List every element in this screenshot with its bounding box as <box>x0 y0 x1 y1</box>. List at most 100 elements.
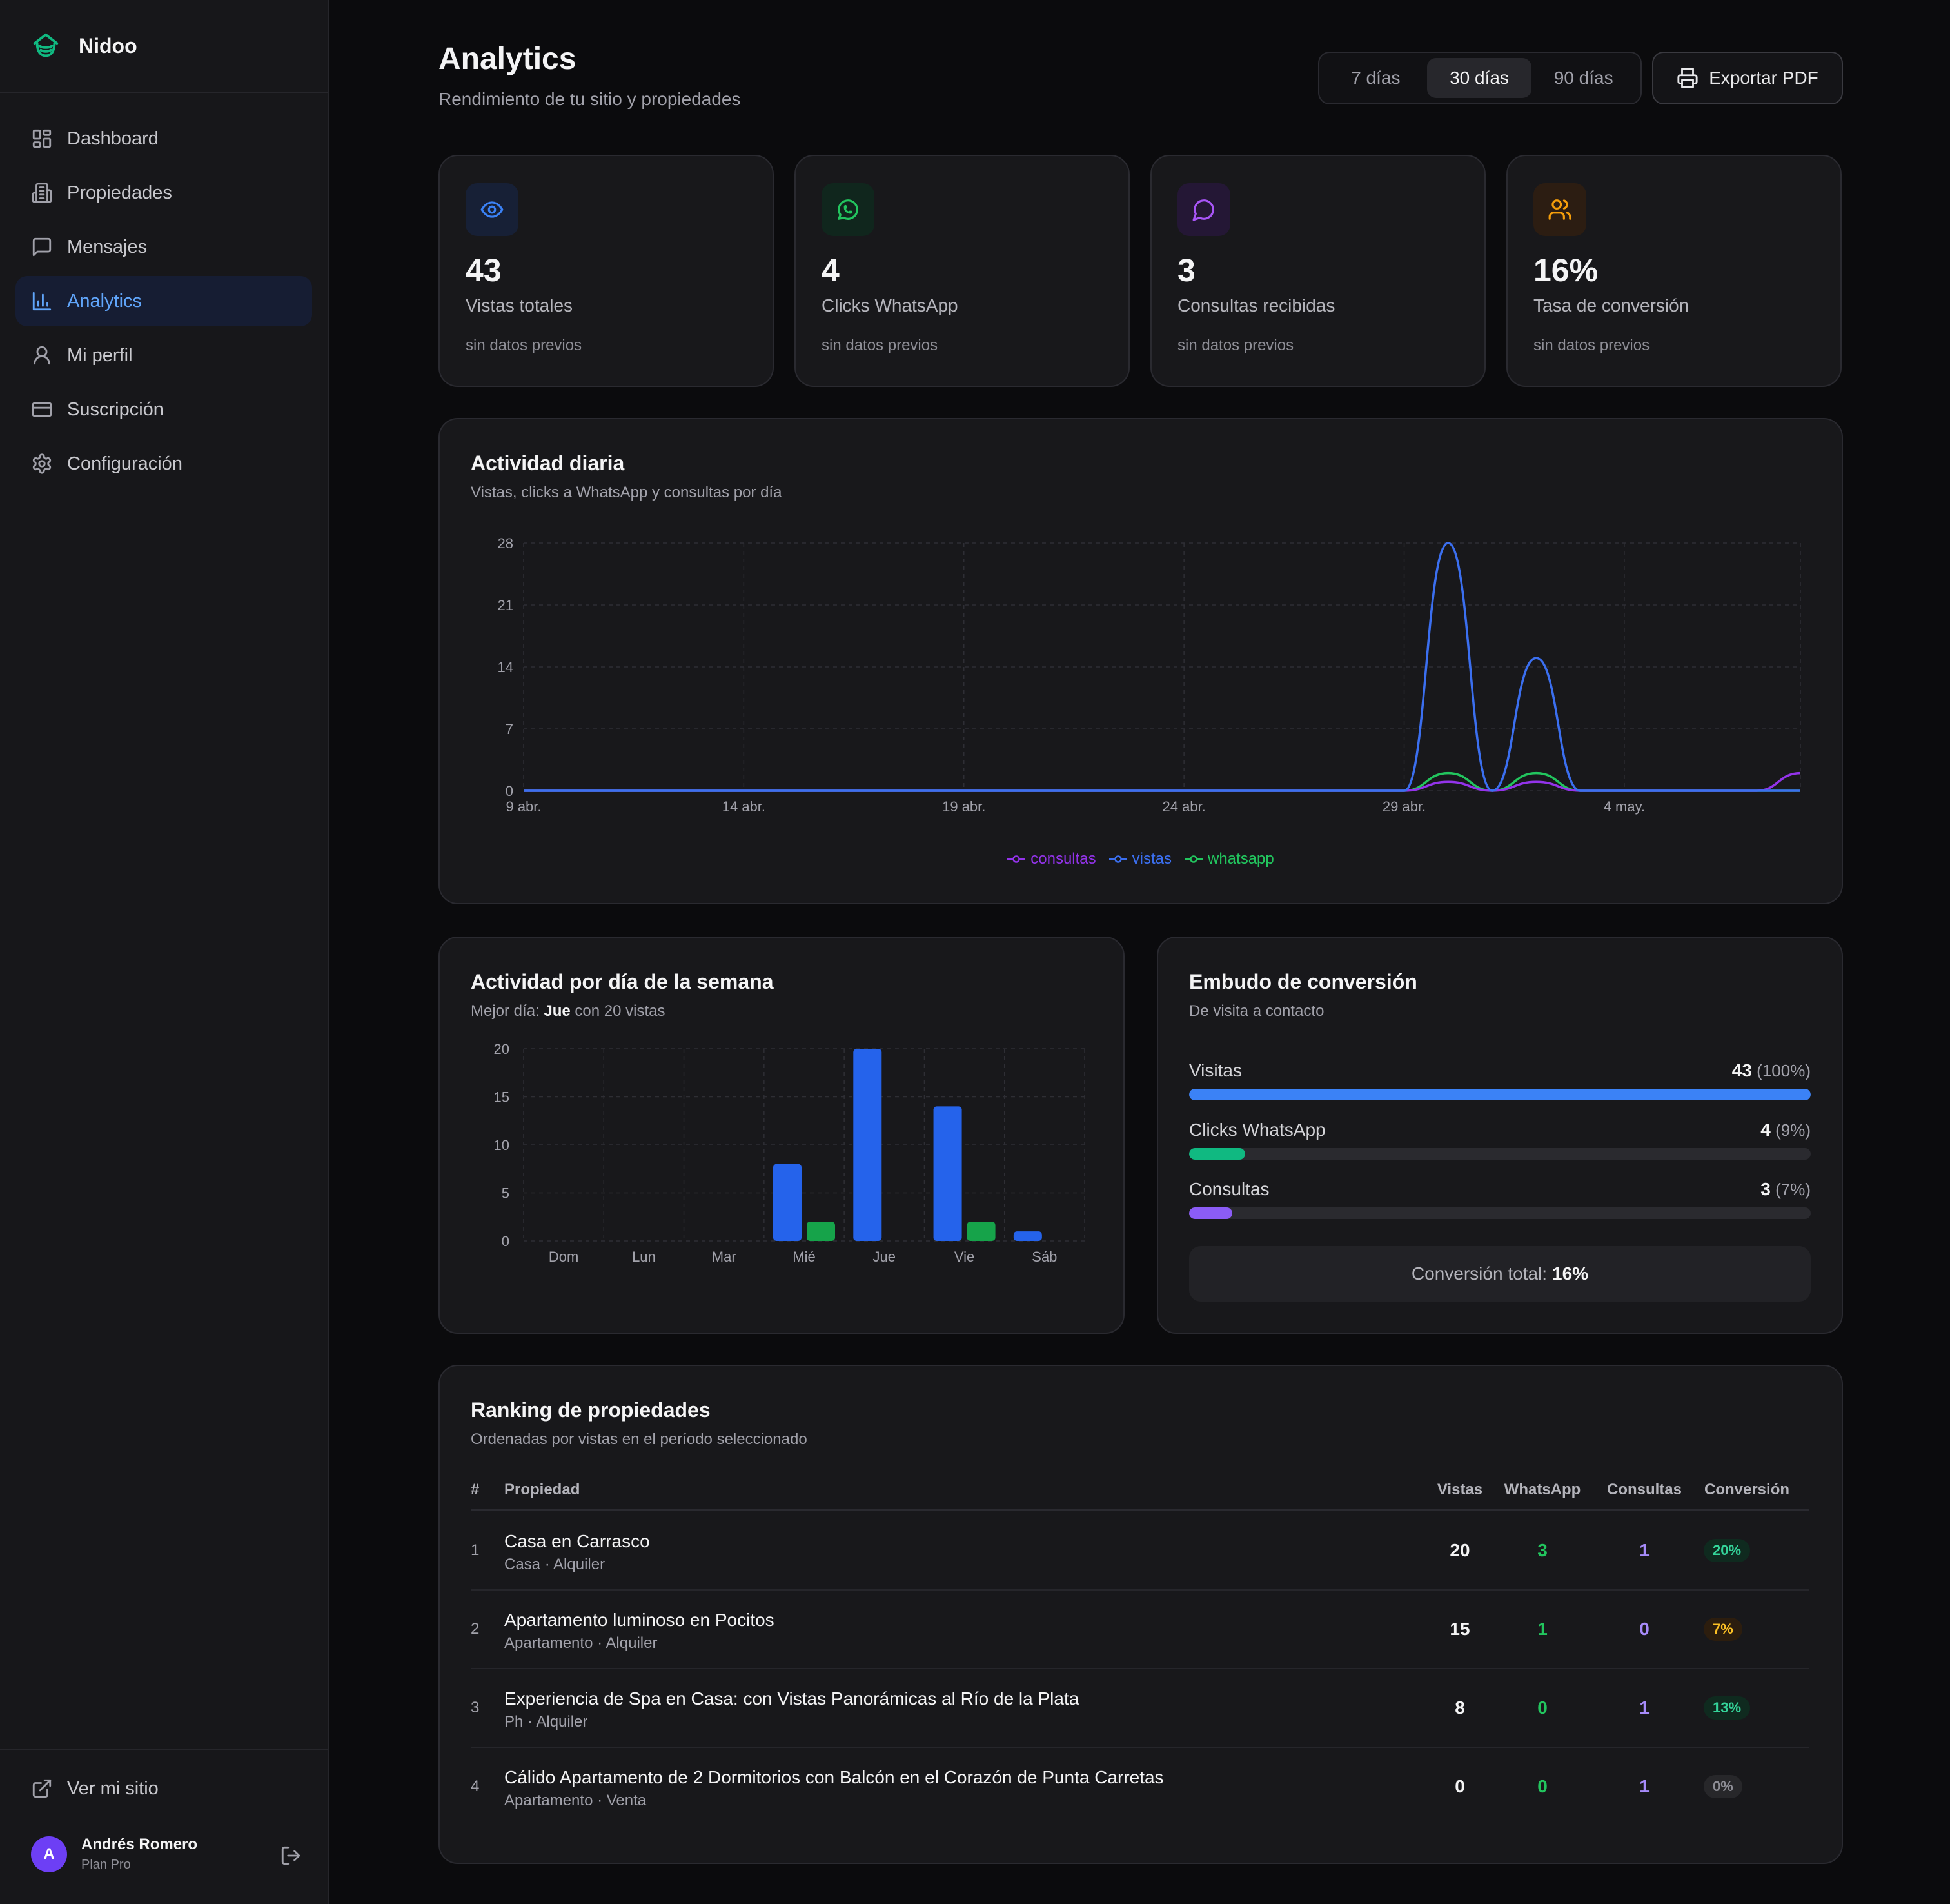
credit-card-icon <box>32 402 52 417</box>
view-site-link[interactable]: Ver mi sitio <box>31 1778 159 1800</box>
brand-name: Nidoo <box>79 34 137 57</box>
nidoo-logo-icon <box>33 33 59 57</box>
eye-icon <box>480 201 504 218</box>
stat-label: Consultas recibidas <box>1177 295 1335 315</box>
dashboard-icon <box>32 129 52 148</box>
user-icon <box>34 346 50 365</box>
stat-note: sin datos previos <box>822 337 938 354</box>
range-7-days-button[interactable]: 7 días <box>1351 68 1401 88</box>
table-header: # Propiedad Vistas WhatsApp Consultas Co… <box>471 1473 1809 1511</box>
stat-icon-wrap <box>1533 183 1586 236</box>
legend-line-icon <box>1185 855 1203 863</box>
property-name: Apartamento luminoso en Pocitos <box>504 1610 774 1630</box>
daily-activity-chart: 0 7 14 21 28 9 abr. 14 abr. 19 abr. 24 abr. 29 ab… <box>498 535 1801 815</box>
best-day-prefix: Mejor día: <box>471 1002 540 1020</box>
bar-Vie <box>933 1106 962 1241</box>
y-tick-label: 28 <box>498 535 513 551</box>
bar-Vie <box>967 1222 996 1241</box>
property-meta: Ph · Alquiler <box>504 1713 588 1730</box>
export-pdf-label: Exportar PDF <box>1709 68 1818 88</box>
row-rank: 1 <box>471 1542 480 1559</box>
views-count: 20 <box>1450 1540 1470 1560</box>
table-row[interactable]: 4 Cálido Apartamento de 2 Dormitorios co… <box>471 1748 1809 1827</box>
chart-legend: consultas vistas whatsapp <box>440 850 1842 868</box>
funnel-progress-fill <box>1189 1148 1245 1160</box>
funnel-stage-value: 4 (9%) <box>1760 1120 1811 1140</box>
best-day: Jue <box>544 1002 571 1020</box>
export-pdf-button[interactable]: Exportar PDF <box>1652 52 1843 104</box>
legend-item-whatsapp[interactable]: whatsapp <box>1185 850 1274 868</box>
stat-label: Vistas totales <box>466 295 573 315</box>
funnel-progress-fill <box>1189 1089 1811 1100</box>
conversion-badge: 7% <box>1704 1618 1742 1641</box>
legend-item-consultas[interactable]: consultas <box>1007 850 1096 868</box>
views-count: 0 <box>1455 1776 1465 1796</box>
column-header-rank: # <box>471 1481 480 1498</box>
column-header-property: Propiedad <box>504 1481 580 1498</box>
series-line-whatsapp <box>524 771 1800 792</box>
message-icon <box>32 237 52 257</box>
sidebar-item-suscripcion[interactable]: Suscripción <box>15 384 312 435</box>
sidebar-item-dashboard[interactable]: Dashboard <box>15 114 312 164</box>
sidebar-item-propiedades[interactable]: Propiedades <box>15 168 312 218</box>
x-tick-label: Jue <box>873 1249 896 1265</box>
x-tick-label: Lun <box>632 1249 656 1265</box>
user-plan: Plan Pro <box>81 1858 131 1872</box>
table-row[interactable]: 1 Casa en Carrasco Casa · Alquiler 20 3 … <box>471 1512 1809 1591</box>
table-row[interactable]: 2 Apartamento luminoso en Pocitos Aparta… <box>471 1591 1809 1669</box>
x-tick-label: Mar <box>712 1249 736 1265</box>
inquiries-count: 1 <box>1639 1540 1650 1560</box>
logout-icon[interactable] <box>280 1845 302 1867</box>
card-subtitle: Ordenadas por vistas en el período selec… <box>471 1431 807 1448</box>
y-tick-label: 20 <box>494 1041 509 1057</box>
table-row[interactable]: 3 Experiencia de Spa en Casa: con Vistas… <box>471 1669 1809 1748</box>
sidebar-item-mi-perfil[interactable]: Mi perfil <box>15 330 312 381</box>
x-tick-label: Sáb <box>1032 1249 1057 1265</box>
row-rank: 4 <box>471 1778 480 1795</box>
funnel-progress-track <box>1189 1089 1811 1100</box>
sidebar-item-analytics[interactable]: Analytics <box>15 276 312 326</box>
stat-note: sin datos previos <box>466 337 582 354</box>
avatar[interactable]: A <box>31 1836 67 1872</box>
stat-card-views: 43 Vistas totales sin datos previos <box>438 155 774 387</box>
best-day-suffix: con 20 vistas <box>575 1002 665 1020</box>
property-meta: Apartamento · Venta <box>504 1792 647 1809</box>
whatsapp-count: 1 <box>1537 1619 1548 1639</box>
funnel-stage-value: 3 (7%) <box>1760 1179 1811 1199</box>
column-header-views: Vistas <box>1437 1481 1483 1498</box>
range-30-days-button[interactable]: 30 días <box>1426 58 1532 98</box>
stat-icon-wrap <box>466 183 518 236</box>
y-tick-label: 5 <box>502 1185 509 1202</box>
column-header-conversion: Conversión <box>1704 1481 1790 1498</box>
external-link-icon <box>32 1779 52 1798</box>
range-90-days-button[interactable]: 90 días <box>1553 68 1613 88</box>
sidebar-item-label: Analytics <box>67 290 143 312</box>
funnel-total: Conversión total: 16% <box>1189 1246 1811 1302</box>
bar-chart-icon <box>32 292 52 311</box>
y-tick-label: 10 <box>494 1137 509 1153</box>
sidebar-nav: Dashboard Propiedades Mensajes Analytics… <box>15 114 312 493</box>
row-rank: 2 <box>471 1620 480 1638</box>
funnel-progress-track <box>1189 1207 1811 1219</box>
row-rank: 3 <box>471 1699 480 1716</box>
stat-icon-wrap <box>822 183 874 236</box>
sidebar-item-mensajes[interactable]: Mensajes <box>15 222 312 272</box>
stat-label: Tasa de conversión <box>1533 295 1689 315</box>
legend-item-vistas[interactable]: vistas <box>1108 850 1172 868</box>
stat-note: sin datos previos <box>1533 337 1650 354</box>
sidebar-item-configuracion[interactable]: Configuración <box>15 439 312 489</box>
funnel-stage-label: Clicks WhatsApp <box>1189 1120 1326 1140</box>
column-header-inquiries: Consultas <box>1606 1481 1682 1498</box>
funnel-stage-label: Consultas <box>1189 1179 1270 1199</box>
brand[interactable]: Nidoo <box>0 0 328 93</box>
page-title: Analytics <box>438 42 576 76</box>
stat-value: 4 <box>822 252 840 288</box>
x-tick-label: 4 may. <box>1604 798 1645 815</box>
whatsapp-count: 3 <box>1537 1540 1548 1560</box>
funnel-stage-label: Visitas <box>1189 1060 1242 1080</box>
conversion-badge: 20% <box>1704 1539 1751 1562</box>
inquiries-count: 1 <box>1639 1698 1650 1718</box>
y-tick-label: 14 <box>498 659 513 675</box>
x-tick-label: 19 abr. <box>942 798 985 815</box>
funnel-total-label: Conversión total: <box>1411 1264 1548 1284</box>
